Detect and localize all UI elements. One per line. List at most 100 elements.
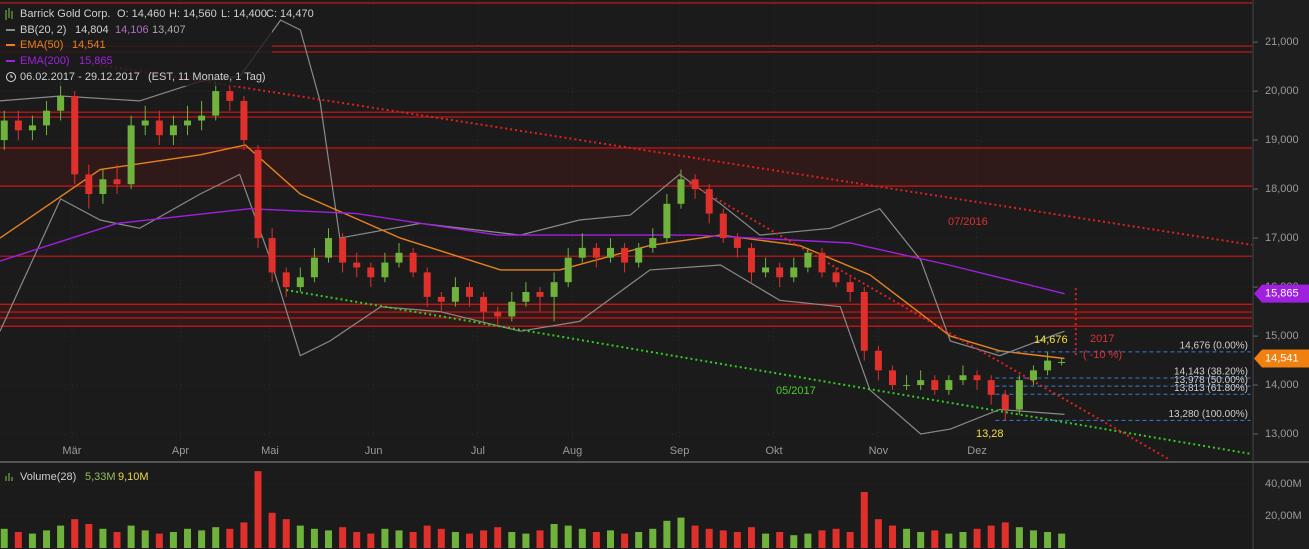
- candle-body: [71, 96, 79, 175]
- volume-bar: [846, 531, 854, 548]
- volume-bar: [71, 519, 79, 548]
- price-tag-label: 14,541: [1265, 352, 1299, 364]
- candle-body: [945, 380, 953, 390]
- candle-body: [677, 179, 685, 204]
- x-tick-label: Aug: [563, 445, 583, 457]
- volume-tick-label: 20,00M: [1265, 510, 1302, 522]
- candle-body: [846, 282, 854, 292]
- volume-bar: [226, 528, 234, 548]
- volume-bar: [0, 528, 8, 548]
- candle-body: [1015, 380, 1023, 410]
- candle-body: [606, 247, 614, 258]
- candle-body: [381, 262, 389, 278]
- legend-background: [0, 4, 272, 86]
- volume-bar: [466, 533, 473, 548]
- candle-body: [43, 110, 51, 126]
- candle-body: [790, 267, 798, 278]
- candle-body: [240, 100, 248, 141]
- ema50-name: EMA(50): [20, 39, 63, 51]
- axis-background: [1253, 0, 1309, 549]
- candle-body: [508, 301, 516, 317]
- x-tick-label: Okt: [765, 445, 782, 457]
- y-tick-label: 13,000: [1265, 428, 1299, 440]
- volume-bar: [1015, 527, 1023, 548]
- fib-label: 13,280 (100.00%): [1168, 409, 1248, 420]
- volume-bar: [494, 527, 502, 548]
- candle-body: [212, 91, 220, 116]
- high-label: H: 14,560: [169, 8, 217, 20]
- volume-bar: [325, 530, 333, 548]
- candle-body: [705, 189, 713, 214]
- ema50-value: 14,541: [72, 39, 106, 51]
- candle-body: [832, 272, 840, 283]
- volume-bar: [127, 525, 135, 548]
- candle-body: [141, 120, 149, 126]
- candle-body: [127, 125, 135, 185]
- candle-body: [480, 296, 488, 312]
- volume-bar: [931, 530, 939, 548]
- candle-body: [888, 370, 896, 386]
- volume-bar: [240, 522, 248, 548]
- volume-bar: [198, 530, 206, 548]
- volume-bar: [592, 531, 600, 548]
- candle-body: [973, 375, 981, 381]
- candle-body: [818, 252, 826, 273]
- candle-body: [987, 380, 995, 395]
- price-tag: [1254, 284, 1309, 303]
- volume-bar: [1044, 531, 1052, 548]
- candle-body: [423, 272, 431, 297]
- volume-value: 9,10M: [118, 471, 149, 483]
- volume-bar: [564, 525, 572, 548]
- symbol-name: Barrick Gold Corp.: [20, 8, 110, 20]
- x-tick-label: Dez: [967, 445, 987, 457]
- volume-bar: [888, 525, 896, 548]
- candle-body: [437, 296, 445, 302]
- volume-bar: [733, 531, 741, 548]
- candle-body: [28, 125, 36, 131]
- volume-bar: [776, 531, 784, 548]
- candle-body: [367, 267, 375, 278]
- volume-bar: [381, 528, 389, 548]
- volume-bar: [339, 527, 347, 548]
- volume-bar: [296, 525, 304, 548]
- volume-bar: [818, 530, 826, 548]
- fib-label: 13,813 (61.80%): [1174, 383, 1248, 394]
- volume-bar: [747, 527, 755, 548]
- candle-body: [282, 272, 290, 288]
- volume-icon: [5, 473, 13, 481]
- volume-bar: [903, 528, 911, 548]
- candle-body: [339, 238, 347, 263]
- annotation: 13,28: [976, 428, 1004, 440]
- candle-body: [268, 238, 276, 273]
- candle-body: [733, 238, 741, 248]
- bb-name: BB(20, 2): [20, 24, 66, 36]
- volume-bar: [155, 533, 163, 548]
- volume-value: 5,33M: [85, 471, 116, 483]
- volume-bar: [113, 531, 121, 548]
- candle-body: [747, 247, 755, 273]
- volume-bar: [790, 535, 798, 548]
- volume-bar: [43, 530, 51, 548]
- candle-body: [564, 257, 572, 283]
- volume-bar: [282, 519, 290, 548]
- ema-line: [0, 207, 1065, 295]
- clock-icon: [6, 72, 16, 82]
- candle-body: [649, 238, 657, 248]
- volume-bar: [367, 533, 375, 548]
- volume-bar: [437, 528, 445, 548]
- volume-bar: [945, 533, 953, 548]
- candle-body: [578, 247, 586, 258]
- volume-bar: [522, 533, 530, 548]
- close-label: C: 14,470: [266, 8, 314, 20]
- y-tick-label: 21,000: [1265, 36, 1299, 48]
- volume-legend: Volume(28) 5,33M 9,10M: [5, 471, 149, 483]
- volume-bar: [141, 530, 149, 548]
- x-tick-label: Jul: [471, 445, 485, 457]
- low-label: L: 14,400: [221, 8, 267, 20]
- y-tick-label: 14,000: [1265, 379, 1299, 391]
- candle-body: [310, 257, 318, 278]
- candle-body: [691, 179, 699, 190]
- x-tick-label: Mai: [261, 445, 279, 457]
